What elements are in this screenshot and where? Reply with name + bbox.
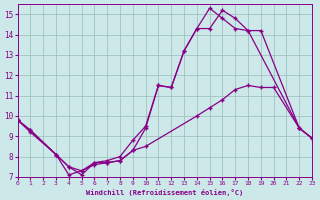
X-axis label: Windchill (Refroidissement éolien,°C): Windchill (Refroidissement éolien,°C) bbox=[86, 189, 244, 196]
